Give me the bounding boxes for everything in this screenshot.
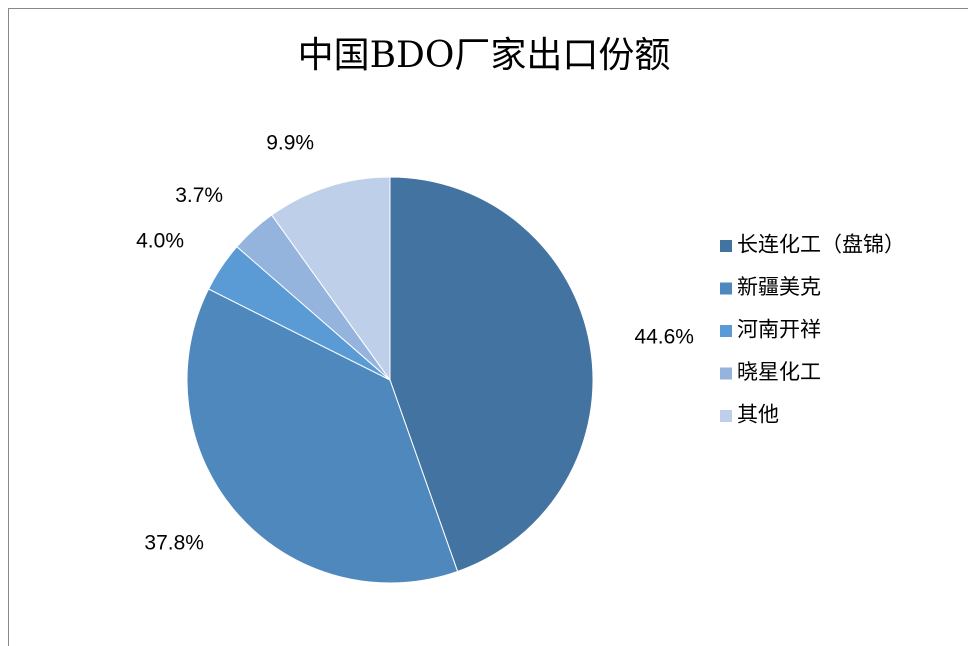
pie-slice xyxy=(389,176,594,573)
data-label: 4.0% xyxy=(136,229,184,252)
chart-frame xyxy=(8,8,968,646)
data-label: 9.9% xyxy=(266,131,314,154)
pie-slice xyxy=(271,176,391,382)
legend-swatch xyxy=(720,325,732,337)
legend-label: 河南开祥 xyxy=(737,318,821,342)
legend-swatch xyxy=(720,282,732,295)
legend-label: 晓星化工 xyxy=(737,360,821,384)
data-label: 37.8% xyxy=(144,532,204,555)
legend-label: 新疆美克 xyxy=(737,275,821,299)
legend-label: 长连化工（盘锦） xyxy=(737,233,905,257)
pie-slice xyxy=(186,288,459,584)
legend-swatch xyxy=(720,410,732,422)
legend-swatch xyxy=(720,367,732,380)
chart-title: 中国BDO厂家出口份额 xyxy=(298,35,671,76)
data-label: 3.7% xyxy=(175,184,223,207)
data-label: 44.6% xyxy=(634,326,694,349)
legend-label: 其他 xyxy=(737,403,779,427)
legend-swatch xyxy=(720,240,732,252)
